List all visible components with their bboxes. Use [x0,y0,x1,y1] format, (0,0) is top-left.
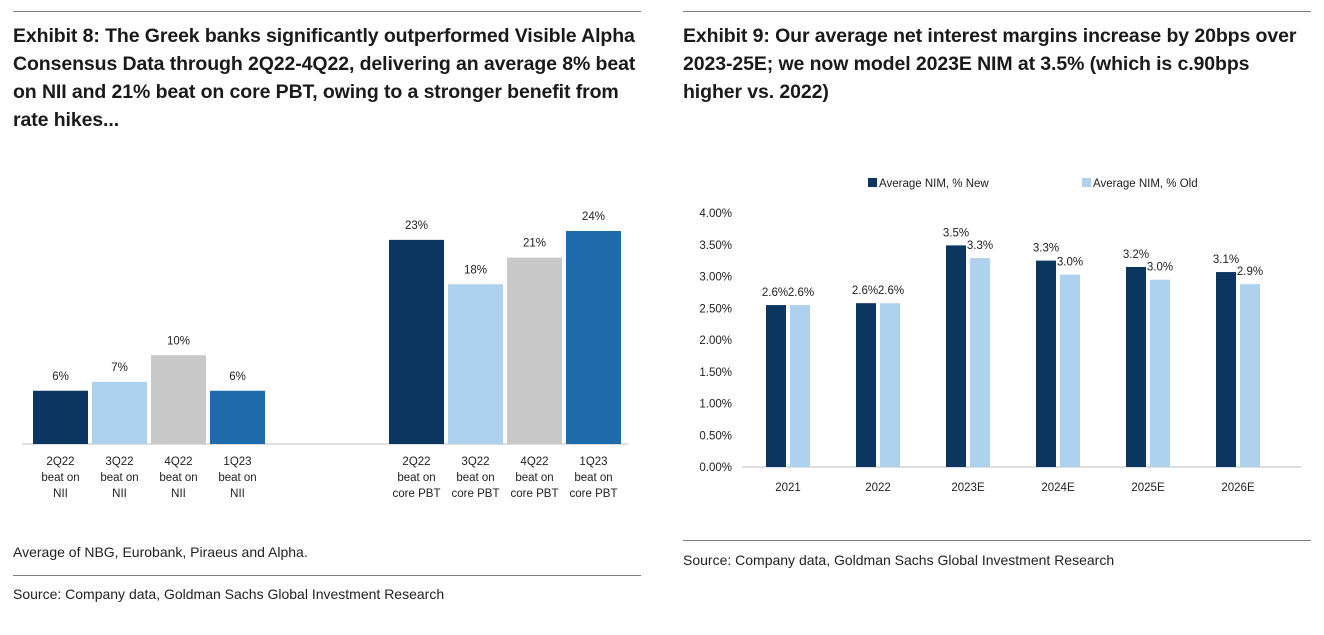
category-label: beat on [41,472,79,484]
data-label: 2.6% [788,287,814,299]
legend-swatch-1 [1082,178,1091,187]
category-label: 3Q22 [105,456,133,468]
category-label: 4Q22 [164,456,192,468]
bar-2022-series-1 [880,303,900,467]
data-label: 3.2% [1123,249,1149,261]
category-label: 1Q23 [223,456,251,468]
data-label: 7% [111,362,128,374]
legend-swatch-0 [868,178,877,187]
category-label: beat on [515,472,553,484]
category-label: NII [112,488,127,500]
bar-core-pbt-1 [448,284,503,444]
data-label: 21% [523,238,546,250]
bar-2025e-series-0 [1126,266,1146,467]
data-label: 2.6% [852,285,878,297]
category-label: beat on [574,472,612,484]
data-label: 2.6% [762,287,788,299]
category-label: beat on [218,472,256,484]
bar-2026e-series-1 [1240,284,1260,467]
bar-nii-2 [151,355,206,444]
category-label: 3Q22 [461,456,489,468]
category-label: NII [230,488,245,500]
data-label: 23% [405,220,428,232]
data-label: 3.3% [967,240,993,252]
y-tick-label: 0.00% [699,462,732,474]
category-label: beat on [100,472,138,484]
bar-2021-series-1 [790,305,810,467]
y-tick-label: 2.00% [699,335,732,347]
bar-nii-3 [210,390,265,444]
exhibit9-source: Source: Company data, Goldman Sachs Glob… [683,552,1115,568]
data-label: 24% [582,211,605,223]
y-tick-label: 3.00% [699,272,732,284]
data-label: 3.0% [1147,262,1173,274]
bar-2025e-series-1 [1150,279,1170,467]
y-tick-label: 1.00% [699,399,732,411]
category-label: 2025E [1131,482,1165,494]
data-label: 10% [167,335,190,347]
category-label: beat on [397,472,435,484]
legend-label-0: Average NIM, % New [879,178,989,190]
category-label: 2022 [865,482,891,494]
bar-2023e-series-0 [946,245,966,467]
y-tick-label: 0.50% [699,430,732,442]
legend-label-1: Average NIM, % Old [1093,178,1198,190]
data-label: 18% [464,264,487,276]
exhibit8-top-rule [13,11,641,12]
category-label: core PBT [393,488,441,500]
data-label: 3.0% [1057,257,1083,269]
exhibit8-chart: 6% 2Q22 beat on NII 7% 3Q22 beat on NII 10% 4Q22 b… [22,211,628,500]
exhibit8-source: Source: Company data, Goldman Sachs Glob… [13,586,445,602]
y-tick-label: 2.50% [699,303,732,315]
category-label: 4Q22 [520,456,548,468]
bar-2021-series-0 [766,305,786,467]
bar-2024e-series-0 [1036,260,1056,467]
bar-2022-series-0 [856,303,876,467]
exhibit9-top-rule [683,11,1311,12]
category-label: beat on [456,472,494,484]
category-label: 1Q23 [579,456,607,468]
exhibit9-bottom-rule [683,540,1311,541]
category-label: beat on [159,472,197,484]
y-tick-label: 1.50% [699,367,732,379]
category-label: core PBT [452,488,500,500]
y-tick-label: 4.00% [699,208,732,220]
category-label: 2Q22 [402,456,430,468]
bar-2023e-series-1 [970,258,990,467]
category-label: 2023E [951,482,985,494]
category-label: NII [171,488,186,500]
data-label: 3.5% [943,227,969,239]
data-label: 6% [52,371,69,383]
exhibit9-chart: 0.00% 0.50% 1.00% 1.50% 2.00% 2.50% 3.00% 3.50%… [699,178,1302,494]
exhibit8-footnote: Average of NBG, Eurobank, Piraeus and Al… [13,544,308,560]
category-label: 2024E [1041,482,1075,494]
category-label: core PBT [570,488,618,500]
data-label: 2.6% [878,285,904,297]
bar-2024e-series-1 [1060,274,1080,467]
data-label: 2.9% [1237,266,1263,278]
bar-nii-1 [92,381,147,444]
bar-2026e-series-0 [1216,272,1236,467]
data-label: 3.3% [1033,243,1059,255]
category-label: 2Q22 [46,456,74,468]
bar-core-pbt-2 [507,257,562,444]
category-label: NII [53,488,68,500]
data-label: 3.1% [1213,254,1239,266]
bar-core-pbt-3 [566,231,621,444]
exhibit9-title: Exhibit 9: Our average net interest marg… [683,25,1297,103]
y-tick-label: 3.50% [699,240,732,252]
exhibit8-bottom-rule [13,575,641,576]
bar-nii-0 [33,390,88,444]
category-label: core PBT [511,488,559,500]
category-label: 2026E [1221,482,1255,494]
bar-core-pbt-0 [389,239,444,444]
data-label: 6% [229,371,246,383]
exhibit8-title: Exhibit 8: The Greek banks significantly… [13,25,636,131]
category-label: 2021 [775,482,801,494]
